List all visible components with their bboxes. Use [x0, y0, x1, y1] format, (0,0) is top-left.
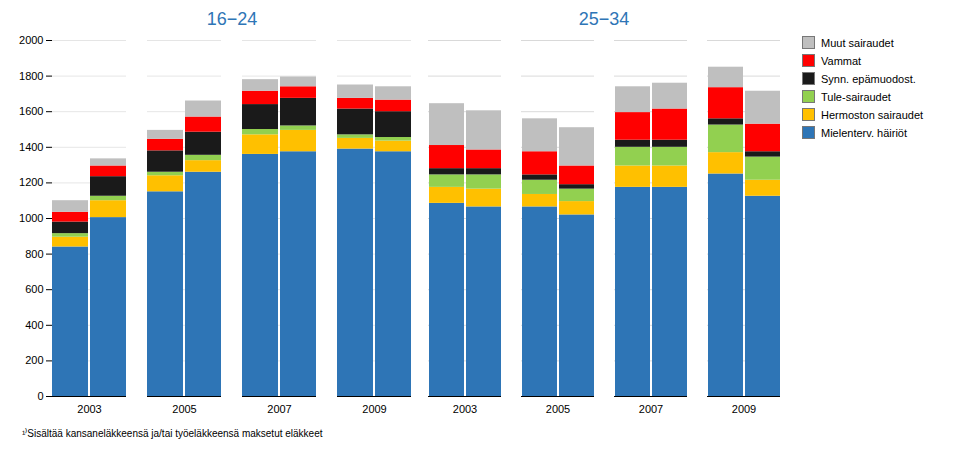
svg-text:1400: 1400	[19, 141, 43, 153]
svg-text:2005: 2005	[546, 403, 570, 415]
svg-text:400: 400	[25, 319, 43, 331]
svg-text:2000: 2000	[19, 34, 43, 46]
html-text:25−34: 25−34	[578, 9, 630, 29]
svg-text:600: 600	[25, 283, 43, 295]
svg-text:1600: 1600	[19, 105, 43, 117]
svg-text:2007: 2007	[639, 403, 663, 415]
svg-text:800: 800	[25, 248, 43, 260]
svg-text:1000: 1000	[19, 212, 43, 224]
html-text:16−24: 16−24	[206, 9, 258, 29]
html-text:Hermoston sairaudet: Hermoston sairaudet	[821, 108, 924, 121]
html-text:Vammat: Vammat	[821, 54, 862, 67]
svg-text:2009: 2009	[732, 403, 756, 415]
html-text:Tule-sairaudet: Tule-sairaudet	[821, 90, 891, 103]
svg-text:2003: 2003	[453, 403, 477, 415]
svg-text:2003: 2003	[77, 403, 101, 415]
svg-text:2005: 2005	[172, 403, 196, 415]
html-text:¹⁾Sisältää kansaneläkkeensä ja: ¹⁾Sisältää kansaneläkkeensä ja/tai työel…	[22, 428, 323, 439]
svg-text:1800: 1800	[19, 70, 43, 82]
html-text:Mielenterv. häiriöt: Mielenterv. häiriöt	[821, 126, 907, 139]
html-text:Muut sairaudet: Muut sairaudet	[821, 36, 894, 49]
svg-text:0: 0	[37, 390, 43, 402]
svg-text:1200: 1200	[19, 176, 43, 188]
svg-text:2009: 2009	[362, 403, 386, 415]
html-text:Synn. epämuodost.: Synn. epämuodost.	[821, 72, 916, 85]
svg-text:200: 200	[25, 354, 43, 366]
svg-text:2007: 2007	[267, 403, 291, 415]
